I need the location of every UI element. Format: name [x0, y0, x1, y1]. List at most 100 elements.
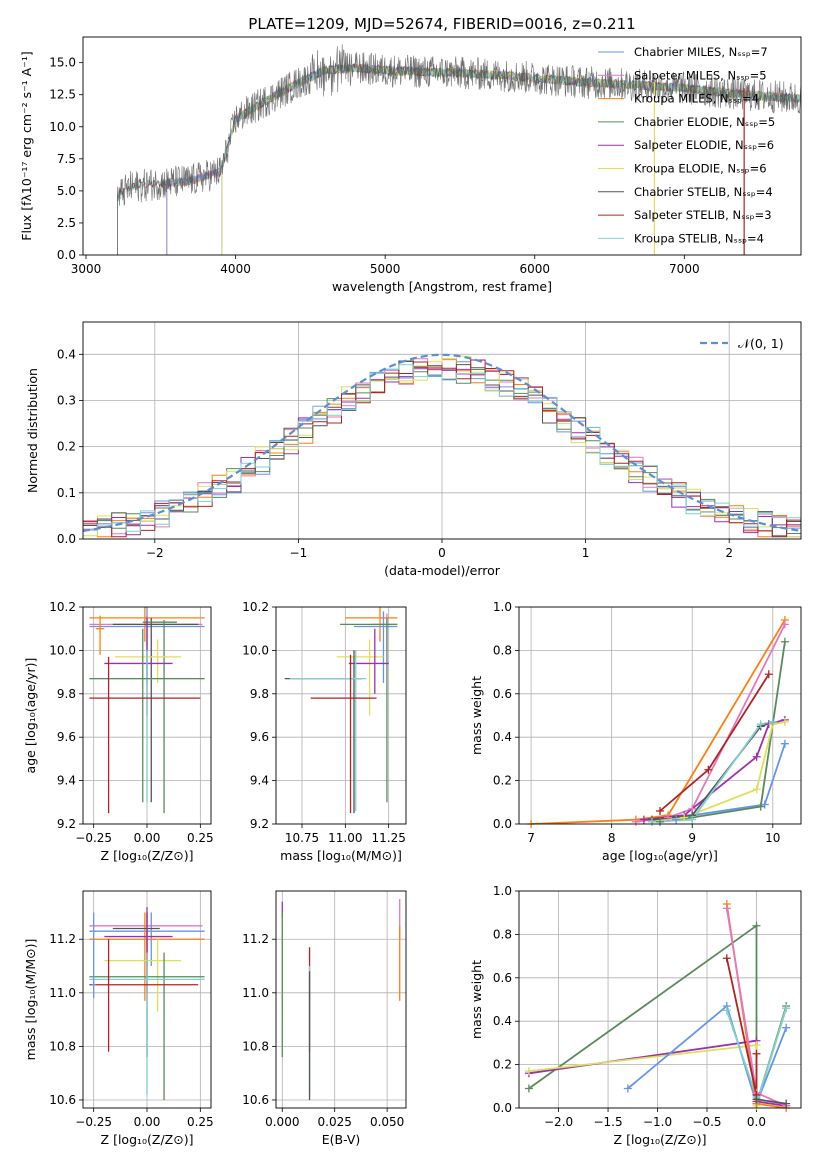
y-tick-label: 9.8	[250, 687, 269, 701]
data-point-marker	[664, 813, 673, 822]
y-tick-label: 10.2	[242, 600, 269, 614]
x-tick-label: 1	[582, 546, 590, 560]
normal-curve	[83, 353, 801, 532]
x-tick-label: 0.00	[134, 831, 161, 845]
x-tick-label: 11.00	[328, 831, 362, 845]
y-tick-label: 11.2	[49, 932, 76, 946]
x-tick-label: 4000	[220, 262, 251, 276]
data-point-marker	[656, 806, 664, 815]
data-point-marker	[524, 1084, 533, 1093]
legend-label: Kroupa ELODIE, Nₛₛₚ=6	[634, 162, 767, 176]
axes-mass_vs_ebv: 0.000 0.025 0.050 10.6 10.8 11.0 11.2 E(B-V)	[242, 890, 407, 1147]
y-tick-label: 11.2	[242, 932, 269, 946]
data-point-marker	[780, 620, 789, 629]
data-point-marker	[780, 718, 789, 727]
data-point-marker	[672, 815, 681, 824]
y-tick-label: 0.4	[493, 1014, 512, 1028]
y-tick-label: 10.2	[49, 600, 76, 614]
y-tick-label: 0.0	[57, 532, 76, 546]
data-point-marker	[752, 785, 761, 794]
legend-label: Chabrier ELODIE, Nₛₛₚ=5	[634, 115, 775, 129]
legend-label: 𝒩(0, 1)	[738, 336, 784, 351]
series-line-kroupa_stelib	[651, 721, 773, 823]
x-tick-label: −0.5	[692, 1115, 721, 1129]
data-point-marker	[780, 637, 789, 646]
y-tick-label: 10.6	[49, 1093, 76, 1107]
chart-title: PLATE=1209, MJD=52674, FIBERID=0016, z=0…	[248, 15, 635, 33]
plot-area-age_vs_Z	[83, 607, 211, 824]
y-tick-label: 10.8	[49, 1039, 76, 1053]
x-axis-label: Z [log₁₀(Z/Z⊙)]	[101, 1132, 194, 1147]
x-axis-label: wavelength [Angstrom, rest frame]	[332, 279, 552, 294]
x-tick-label: 8	[608, 831, 616, 845]
y-tick-label: 1.0	[493, 884, 512, 898]
y-tick-label: 9.4	[57, 774, 76, 788]
y-tick-label: 0.2	[493, 774, 512, 788]
x-axis-label: Z [log₁₀(Z/Z⊙)]	[101, 848, 194, 863]
axes-spectrum: 3000 4000 5000 6000 7000 0.0 2.5 5.0 7.5 10.0 12.5…	[19, 15, 802, 294]
y-tick-label: 0.1	[57, 486, 76, 500]
histogram-chabrier_miles	[83, 361, 801, 529]
y-tick-label: 9.8	[57, 687, 76, 701]
y-tick-label: 0.0	[493, 817, 512, 831]
axes-frame	[82, 321, 802, 540]
data-point-marker	[722, 904, 731, 913]
x-tick-label: 7	[527, 831, 535, 845]
data-point-marker	[782, 1023, 791, 1032]
y-tick-label: 0.8	[493, 643, 512, 657]
data-point-marker	[752, 1049, 761, 1058]
y-tick-label: 0.4	[493, 730, 512, 744]
data-point-marker	[768, 718, 777, 727]
y-tick-label: 11.0	[49, 986, 76, 1000]
y-tick-label: 0.6	[493, 971, 512, 985]
data-point-marker	[656, 817, 664, 826]
y-tick-label: 2.5	[57, 216, 76, 230]
y-axis-label: age [log₁₀(age/yr)]	[23, 658, 38, 774]
y-tick-label: 7.5	[57, 152, 76, 166]
y-tick-label: 0.4	[57, 347, 76, 361]
y-tick-label: 0.3	[57, 393, 76, 407]
axes-frame	[82, 606, 212, 825]
y-tick-label: 0.0	[493, 1101, 512, 1115]
x-tick-label: 0.0	[747, 1115, 766, 1129]
data-point-marker	[752, 1041, 761, 1050]
x-tick-label: 10	[765, 831, 780, 845]
y-tick-label: 0.2	[57, 440, 76, 454]
legend-label: Salpeter MILES, Nₛₛₚ=5	[634, 68, 767, 82]
axes-age_vs_mass: 10.75 11.00 11.25 9.2 9.4 9.6 9.8 10.0 10.2 mass …	[242, 600, 407, 863]
axes-frame	[275, 606, 407, 825]
x-axis-label: age [log₁₀(age/yr)]	[602, 848, 718, 863]
x-tick-label: −0.25	[75, 831, 112, 845]
x-tick-label: 9	[688, 831, 696, 845]
data-point-marker	[756, 802, 765, 811]
x-tick-label: −1.5	[593, 1115, 622, 1129]
axes-frame	[275, 890, 407, 1109]
y-tick-label: 10.0	[49, 120, 76, 134]
x-tick-label: −2	[146, 546, 164, 560]
x-tick-label: 5000	[370, 262, 401, 276]
axes-frame	[518, 606, 802, 825]
x-tick-label: −1.0	[643, 1115, 672, 1129]
y-axis-label: mass weight	[469, 960, 484, 1039]
y-tick-label: 10.0	[49, 643, 76, 657]
y-tick-label: 9.4	[250, 774, 269, 788]
x-tick-label: −0.25	[75, 1115, 112, 1129]
y-axis-label: Flux [fλ10⁻¹⁷ erg cm⁻² s⁻¹ A⁻¹]	[19, 51, 34, 240]
x-tick-label: 3000	[71, 262, 102, 276]
series-line-chabrier_stelib	[651, 721, 774, 821]
x-tick-label: 0.25	[187, 831, 214, 845]
y-tick-label: 0.2	[493, 1058, 512, 1072]
series-line-salpeter_stelib	[725, 958, 758, 1096]
data-point-marker	[704, 765, 713, 774]
histogram-salpeter_elodie	[83, 368, 801, 536]
plot-area-residuals	[83, 322, 801, 539]
x-tick-label: 0.25	[187, 1115, 214, 1129]
data-point-marker	[760, 800, 769, 809]
histogram-salpeter_stelib	[83, 359, 801, 538]
y-tick-label: 11.0	[242, 986, 269, 1000]
data-point-marker	[780, 739, 789, 748]
series-line-chabrier_stelib	[756, 1098, 787, 1105]
x-tick-label: 11.25	[371, 831, 405, 845]
axes-residuals: −2 −1 0 1 2 0.0 0.1 0.2 0.3 0.4 (data-model)/error…	[25, 321, 802, 578]
y-tick-label: 9.6	[57, 730, 76, 744]
